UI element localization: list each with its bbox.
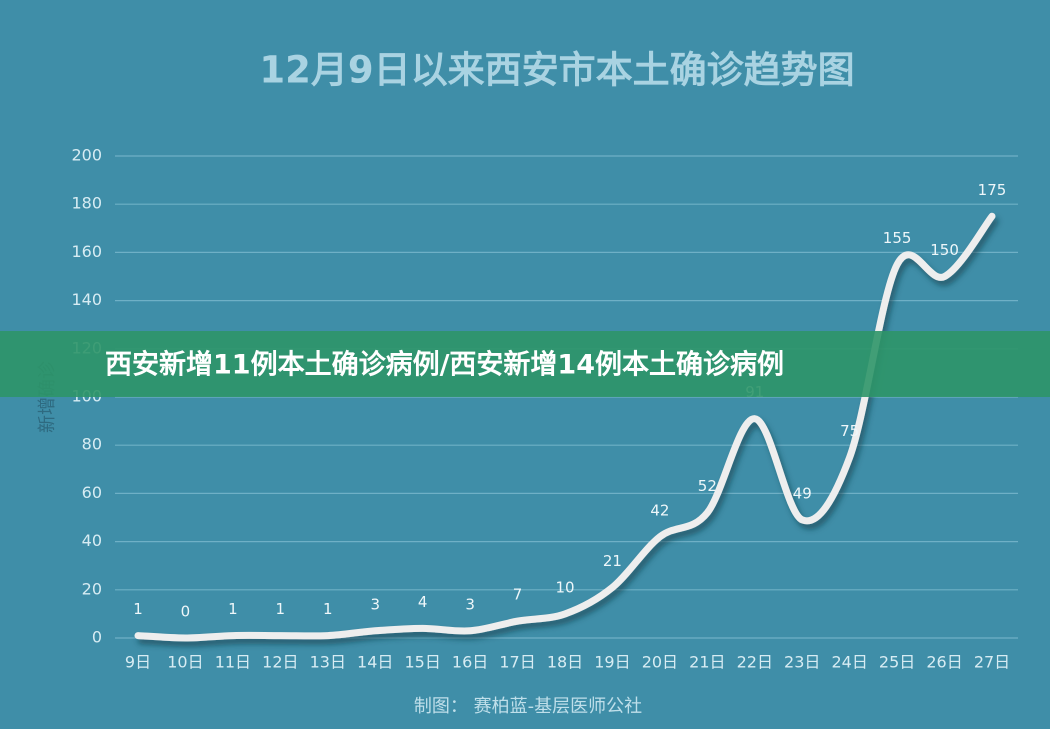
x-tick-label: 12日	[262, 653, 298, 672]
x-tick-label: 17日	[499, 653, 535, 672]
y-tick-label: 80	[82, 435, 102, 454]
value-label: 52	[698, 477, 717, 495]
x-tick-label: 18日	[547, 653, 583, 672]
value-label: 3	[465, 595, 475, 613]
banner	[0, 331, 1050, 397]
value-label: 7	[513, 586, 523, 604]
chart-title: 12月9日以来西安市本土确诊趋势图	[259, 49, 854, 92]
value-label: 10	[555, 578, 574, 596]
banner-text: 西安新增11例本土确诊病例/西安新增14例本土确诊病例	[105, 349, 784, 381]
y-tick-label: 180	[71, 194, 102, 213]
x-tick-label: 23日	[784, 653, 820, 672]
x-tick-label: 13日	[310, 653, 346, 672]
x-tick-label: 11日	[215, 653, 251, 672]
x-tick-label: 25日	[879, 653, 915, 672]
value-label: 155	[883, 229, 912, 247]
x-tick-label: 16日	[452, 653, 488, 672]
x-tick-label: 9日	[125, 653, 151, 672]
value-label: 4	[418, 593, 428, 611]
x-tick-label: 20日	[642, 653, 678, 672]
y-tick-label: 0	[92, 628, 102, 647]
y-tick-label: 160	[71, 242, 102, 261]
x-tick-label: 15日	[404, 653, 440, 672]
x-tick-label: 22日	[737, 653, 773, 672]
footer: 制图： 赛柏蓝-基层医师公社	[414, 696, 642, 717]
value-label: 175	[978, 181, 1007, 199]
value-label: 3	[370, 595, 380, 613]
value-label: 1	[228, 600, 238, 618]
x-tick-label: 19日	[594, 653, 630, 672]
x-tick-label: 26日	[926, 653, 962, 672]
value-label: 1	[323, 600, 333, 618]
x-tick-label: 21日	[689, 653, 725, 672]
y-tick-label: 40	[82, 531, 102, 550]
value-label: 75	[840, 422, 859, 440]
value-label: 0	[181, 603, 191, 621]
x-tick-label: 10日	[167, 653, 203, 672]
y-tick-label: 20	[82, 579, 102, 598]
plot-area: 0204060801001201401601802009日10日11日12日13…	[71, 146, 1018, 672]
x-tick-label: 24日	[831, 653, 867, 672]
value-label: 1	[133, 600, 143, 618]
x-tick-label: 27日	[974, 653, 1010, 672]
y-tick-label: 60	[82, 483, 102, 502]
x-tick-label: 14日	[357, 653, 393, 672]
y-tick-label: 200	[71, 146, 102, 165]
y-tick-label: 140	[71, 290, 102, 309]
value-label: 49	[793, 484, 812, 502]
value-label: 42	[650, 501, 669, 519]
value-label: 150	[930, 241, 959, 259]
value-label: 21	[603, 552, 622, 570]
value-label: 1	[276, 600, 286, 618]
